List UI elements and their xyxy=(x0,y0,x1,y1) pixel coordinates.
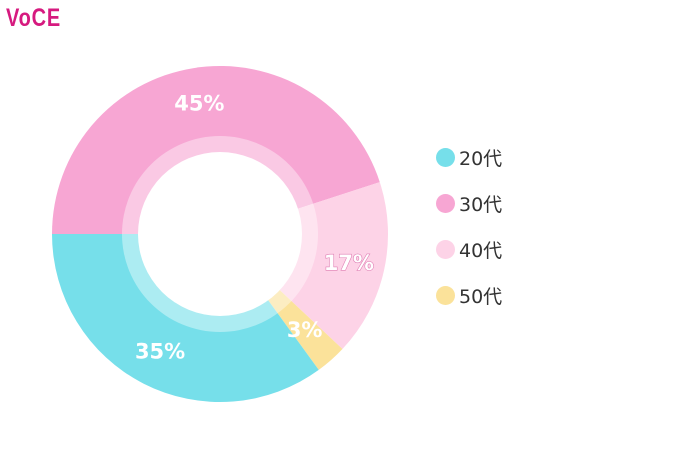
legend-label-30s: 30代 xyxy=(459,194,503,216)
slice-label-30s: 45% xyxy=(174,92,224,116)
legend-label-50s: 50代 xyxy=(459,286,503,308)
legend: 20代 30代 40代 50代 xyxy=(436,146,502,330)
legend-label-40s: 40代 xyxy=(459,240,503,262)
legend-item-30s: 30代 xyxy=(436,192,503,216)
legend-swatch-20s xyxy=(436,148,455,167)
legend-item-40s: 40代 xyxy=(436,238,503,262)
legend-swatch-50s xyxy=(436,286,455,305)
slice-20s xyxy=(52,234,319,402)
slice-label-50s: 3% xyxy=(287,318,323,342)
legend-swatch-30s xyxy=(436,194,455,213)
legend-swatch-40s xyxy=(436,240,455,259)
legend-label-20s: 20代 xyxy=(459,148,503,170)
legend-item-50s: 50代 xyxy=(436,284,503,308)
slice-30s xyxy=(52,66,380,234)
legend-item-20s: 20代 xyxy=(436,146,503,170)
voce-logo: VoCE xyxy=(6,4,62,32)
slice-label-40s: 17% xyxy=(324,251,374,275)
donut-hole xyxy=(138,152,302,316)
slice-label-20s: 35% xyxy=(135,340,185,364)
